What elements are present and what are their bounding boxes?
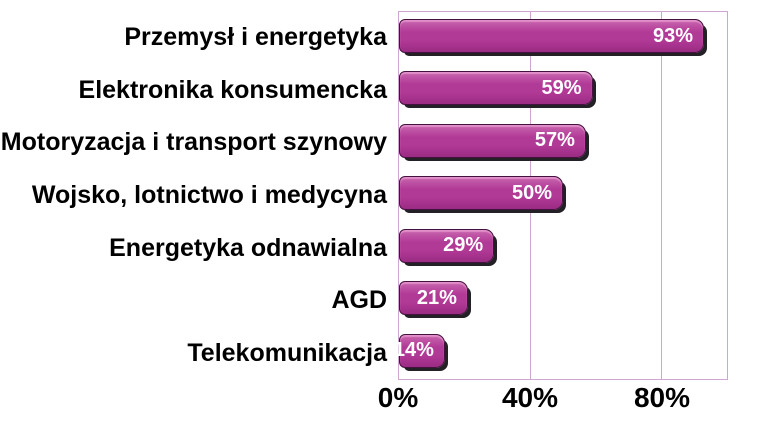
- category-label: Wojsko, lotnictwo i medycyna: [31, 181, 387, 210]
- category-label: Energetyka odnawialna: [109, 233, 387, 262]
- bar-row: 14%: [394, 327, 727, 379]
- bar-row: 29%: [399, 222, 727, 274]
- bar-value-label: 29%: [443, 234, 484, 257]
- bar: 59%: [399, 71, 593, 106]
- bar-rows: 93% 59% 57% 50% 29% 21% 14%: [394, 12, 727, 379]
- bar-value-label: 59%: [541, 76, 582, 99]
- category-label: Elektronika konsumencka: [78, 75, 387, 104]
- bar-value-label: 57%: [534, 129, 575, 152]
- bar-value-label: 14%: [393, 339, 434, 362]
- bar: 14%: [394, 333, 445, 368]
- bar-row: 59%: [399, 64, 727, 116]
- bar-row: 57%: [399, 117, 727, 169]
- bar-row: 50%: [399, 169, 727, 221]
- x-axis: 0% 40% 80%: [378, 382, 728, 426]
- bar: 57%: [399, 123, 586, 158]
- bar: 50%: [399, 176, 563, 211]
- x-axis-tick-label: 40%: [501, 382, 559, 413]
- bar-value-label: 21%: [416, 286, 457, 309]
- bar-value-label: 93%: [653, 24, 694, 47]
- category-label: AGD: [331, 286, 387, 315]
- bar: 93%: [399, 19, 705, 53]
- gridline: [661, 12, 663, 379]
- bar-row: 93%: [399, 12, 727, 64]
- category-label: Motoryzacja i transport szynowy: [0, 128, 387, 157]
- bar: 29%: [399, 228, 495, 263]
- plot-area: 93% 59% 57% 50% 29% 21% 14%: [394, 11, 728, 380]
- x-axis-tick-label: 80%: [633, 382, 691, 413]
- bar: 21%: [399, 281, 468, 316]
- x-axis-tick-label: 0%: [377, 382, 419, 413]
- category-label: Przemysł i energetyka: [124, 22, 387, 51]
- bar-value-label: 50%: [511, 181, 552, 204]
- category-label-column: Przemysł i energetyka Elektronika konsume…: [0, 11, 392, 380]
- bar-row: 21%: [399, 274, 727, 326]
- category-label: Telekomunikacja: [187, 339, 387, 368]
